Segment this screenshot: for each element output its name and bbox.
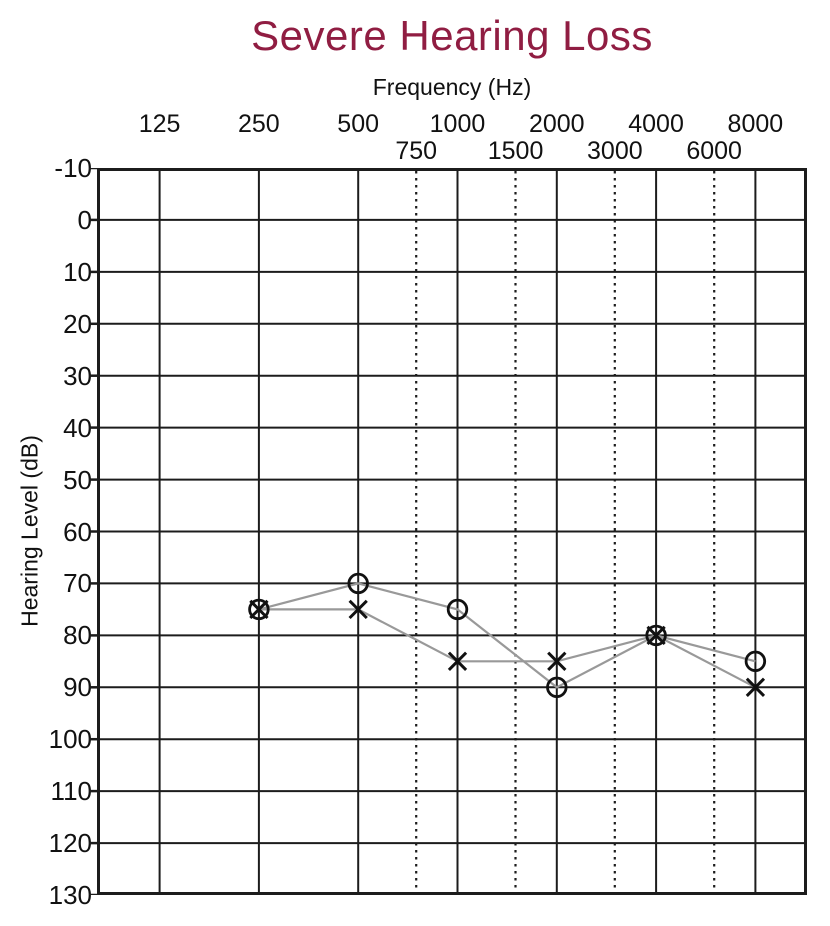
circle-marker — [546, 676, 568, 699]
y-tick-label: 110 — [50, 776, 92, 807]
y-tick-label: 70 — [63, 568, 92, 599]
x-marker-series-markers — [249, 599, 766, 697]
x-tick-label: 250 — [238, 110, 280, 138]
y-tick-label: 50 — [63, 464, 92, 495]
x-tick-label: 1500 — [487, 137, 544, 165]
x-tick-label: 2000 — [528, 110, 585, 138]
circle-marker — [347, 572, 369, 595]
y-tick-label: 0 — [77, 204, 92, 235]
x-tick-label: 500 — [337, 110, 380, 138]
y-tick-label: 60 — [63, 516, 92, 547]
x-tick-label: 125 — [138, 110, 181, 138]
x-tick-label: 750 — [395, 137, 438, 165]
x-tick-label: 1000 — [429, 110, 486, 138]
audiogram-plot — [89, 168, 807, 895]
y-tick-label: 80 — [63, 620, 92, 651]
x-marker — [547, 651, 567, 671]
y-tick-label: 130 — [48, 880, 92, 910]
y-tick-label: 20 — [63, 308, 92, 339]
y-tick-label: 100 — [48, 724, 92, 755]
x-tick-label: 6000 — [686, 137, 742, 165]
y-tick-label: 10 — [63, 256, 92, 287]
y-tick-label: 120 — [48, 828, 92, 859]
x-axis-title: Frequency (Hz) — [372, 74, 532, 100]
circle-marker-series-markers — [248, 572, 767, 699]
circle-marker-series-line — [258, 582, 756, 689]
y-tick-label: 40 — [63, 412, 92, 443]
x-marker — [745, 677, 766, 697]
circle-marker — [645, 624, 667, 647]
chart-title: Severe Hearing Loss — [251, 12, 653, 59]
y-tick-label: -10 — [54, 153, 92, 183]
x-marker — [249, 599, 269, 620]
y-tick-label: 30 — [63, 360, 92, 391]
x-tick-label: 8000 — [727, 110, 784, 138]
circle-marker — [446, 598, 469, 621]
circle-marker — [248, 598, 270, 621]
x-tick-label: 3000 — [587, 137, 643, 165]
x-marker — [348, 599, 368, 620]
x-marker — [447, 651, 468, 671]
x-marker-series-line — [258, 608, 756, 689]
x-tick-label: 4000 — [628, 110, 684, 138]
plot-border — [97, 168, 807, 895]
x-marker — [646, 625, 666, 646]
y-tick-label: 90 — [63, 672, 92, 703]
circle-marker — [744, 650, 767, 673]
